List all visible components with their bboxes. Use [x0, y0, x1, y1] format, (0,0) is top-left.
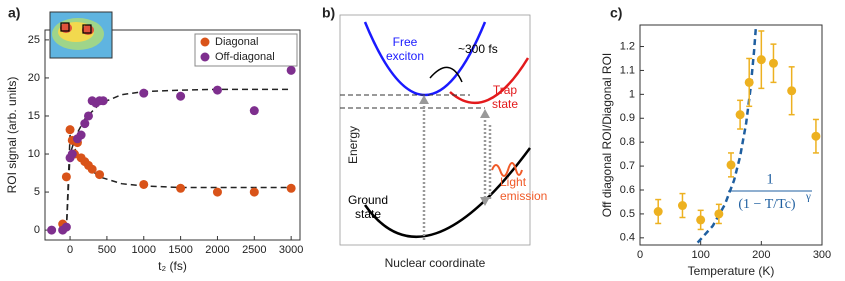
y-tick-label: 20: [28, 72, 40, 84]
data-point: [61, 172, 71, 182]
formula-numerator: 1: [766, 171, 774, 187]
y-tick-label: 0.8: [620, 136, 635, 148]
roi-box: [60, 22, 70, 32]
y-tick-label: 0.6: [620, 184, 635, 196]
photon-wave: [491, 162, 523, 177]
annotation: ~300 fs: [458, 42, 498, 56]
panel-label: c): [610, 5, 622, 21]
x-tick-label: 300: [813, 249, 831, 261]
ground-curve: [363, 147, 532, 239]
data-point: [735, 110, 745, 120]
data-point: [87, 164, 97, 174]
legend-marker: [200, 52, 210, 62]
arrowhead: [480, 197, 490, 206]
data-point: [768, 58, 778, 68]
fit-curve: [65, 134, 292, 231]
relax-arrow: [429, 66, 463, 83]
legend-label: Diagonal: [215, 36, 258, 48]
panel-label: a): [8, 5, 20, 21]
arrowhead: [480, 109, 490, 118]
legend-label: Off-diagonal: [215, 51, 275, 63]
x-axis-label: Nuclear coordinate: [385, 256, 486, 270]
data-point: [176, 183, 186, 193]
data-point: [787, 86, 797, 96]
data-point: [249, 187, 259, 197]
data-point: [696, 215, 706, 225]
data-point: [212, 85, 222, 95]
data-point: [212, 187, 222, 197]
y-tick-label: 0.7: [620, 160, 635, 172]
x-tick-label: 100: [691, 249, 709, 261]
diagram-frame: [339, 14, 531, 246]
annotation: Light emission: [500, 175, 547, 203]
data-point: [176, 91, 186, 101]
panel-label: b): [322, 5, 335, 21]
legend-marker: [200, 37, 210, 47]
y-tick-label: 0: [34, 224, 40, 236]
y-tick-label: 0.9: [620, 112, 635, 124]
annotation: Ground state: [348, 193, 388, 221]
data-point: [80, 119, 90, 129]
data-point: [714, 209, 724, 219]
data-point: [67, 149, 77, 159]
data-point: [286, 65, 296, 75]
y-tick-label: 25: [28, 34, 40, 46]
data-point: [61, 222, 71, 232]
data-point: [98, 96, 108, 106]
x-tick-label: 500: [98, 244, 116, 256]
data-point: [65, 125, 75, 135]
y-axis-label: ROI signal (arb. units): [5, 77, 19, 194]
x-tick-label: 1500: [168, 244, 192, 256]
data-point: [139, 179, 149, 189]
formula-exponent: γ: [805, 191, 811, 203]
fit-curve: [696, 27, 758, 244]
annotation: Trap state: [492, 83, 518, 111]
annotation: Free exciton: [386, 35, 424, 63]
data-point: [76, 130, 86, 140]
data-point: [95, 170, 105, 180]
y-axis-label: Energy: [346, 126, 360, 164]
x-tick-label: 2500: [242, 244, 266, 256]
data-point: [744, 77, 754, 87]
energy-diagram: [339, 14, 532, 246]
y-tick-label: 15: [28, 110, 40, 122]
inset-map: [49, 11, 113, 59]
data-point: [677, 201, 687, 211]
y-tick-label: 1.2: [620, 40, 635, 52]
x-tick-label: 1000: [132, 244, 156, 256]
x-tick-label: 0: [67, 244, 73, 256]
x-tick-label: 200: [752, 249, 770, 261]
y-tick-label: 1.1: [620, 64, 635, 76]
data-point: [756, 55, 766, 65]
x-axis-label: Temperature (K): [688, 264, 775, 278]
x-tick-label: 0: [637, 249, 643, 261]
y-tick-label: 0.5: [620, 208, 635, 220]
plot-frame: [44, 29, 301, 241]
y-tick-label: 5: [34, 186, 40, 198]
arrowhead: [419, 95, 429, 104]
data-point: [83, 111, 93, 121]
roi-box: [82, 24, 92, 34]
y-tick-label: 1: [629, 88, 635, 100]
y-axis-label: Off diagonal ROI/Diagonal ROI: [600, 53, 614, 218]
data-point: [653, 207, 663, 217]
legend-box: [194, 33, 298, 67]
data-point: [47, 225, 57, 235]
data-point: [249, 106, 259, 116]
data-point: [286, 183, 296, 193]
data-point: [811, 131, 821, 141]
y-tick-label: 0.4: [620, 232, 635, 244]
plot-frame: [639, 24, 823, 246]
x-axis-label: t₂ (fs): [158, 259, 187, 273]
data-point: [139, 88, 149, 98]
exciton-curve: [363, 21, 487, 97]
formula-denominator: (1 − T/Tc): [738, 197, 796, 212]
y-tick-label: 10: [28, 148, 40, 160]
x-tick-label: 3000: [279, 244, 303, 256]
trap-curve: [449, 57, 530, 105]
data-point: [726, 160, 736, 170]
x-tick-label: 2000: [205, 244, 229, 256]
